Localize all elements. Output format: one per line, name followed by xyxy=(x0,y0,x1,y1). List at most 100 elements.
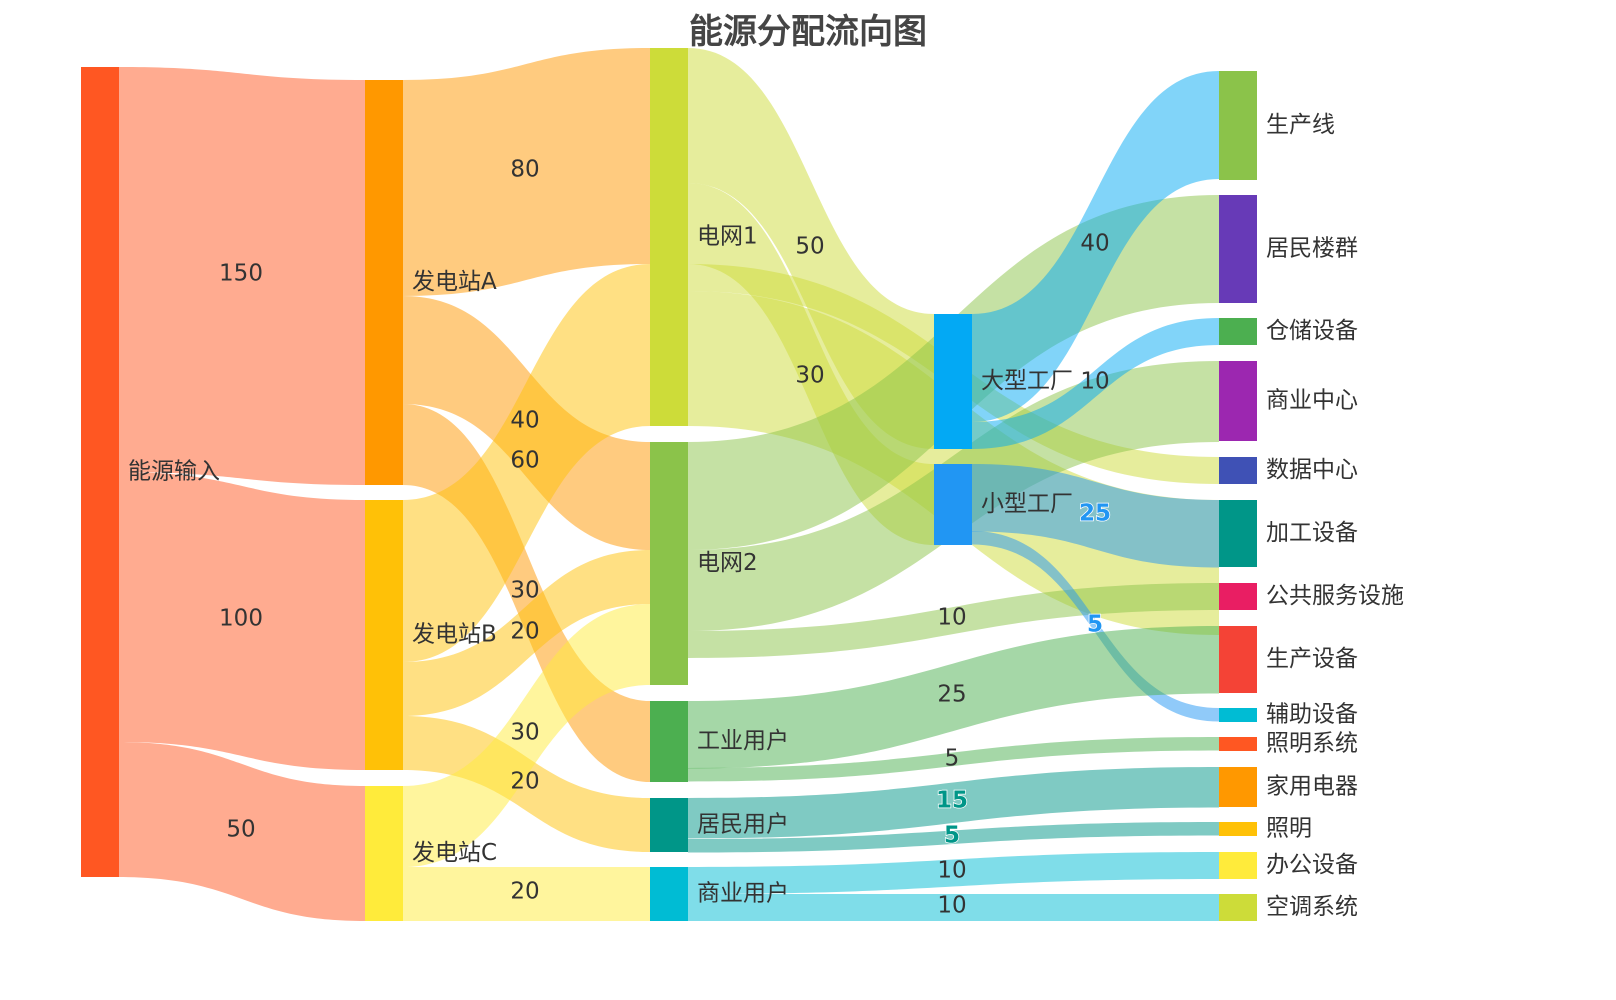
link-value-label: 10 xyxy=(937,893,966,919)
sankey-node[interactable] xyxy=(1219,626,1257,693)
sankey-node[interactable] xyxy=(650,701,688,782)
sankey-node-label: 数据中心 xyxy=(1266,457,1358,483)
sankey-node[interactable] xyxy=(1219,71,1257,180)
sankey-node-label: 加工设备 xyxy=(1266,520,1358,546)
sankey-node-label: 电网1 xyxy=(697,224,758,250)
link-value-label: 20 xyxy=(510,879,539,905)
sankey-link-发电站C-商业用户 xyxy=(403,867,650,921)
link-value-label: 10 xyxy=(937,858,966,884)
sankey-node-label: 商业中心 xyxy=(1266,388,1358,414)
sankey-node[interactable] xyxy=(1219,894,1257,921)
sankey-node[interactable] xyxy=(1219,708,1257,722)
nodes-layer xyxy=(81,48,1257,921)
sankey-node[interactable] xyxy=(1219,318,1257,345)
sankey-node-label: 居民用户 xyxy=(697,812,789,838)
sankey-link-小型工厂-加工设备 xyxy=(972,464,1219,568)
sankey-link-工业用户-照明系统 xyxy=(688,737,1219,782)
sankey-node-label: 照明系统 xyxy=(1266,731,1358,757)
link-value-label: 20 xyxy=(510,769,539,795)
sankey-node-label: 发电站B xyxy=(412,622,497,648)
sankey-link-发电站C-电网2 xyxy=(403,604,650,867)
sankey-node[interactable] xyxy=(650,48,688,426)
sankey-node[interactable] xyxy=(365,786,403,921)
link-labels-layer: 150 100 50 80 40 30 60 20 20 30 20 50 30 10 40 10 25 5 25 5… xyxy=(219,157,1112,919)
sankey-node-label: 生产设备 xyxy=(1266,646,1358,672)
sankey-node-label: 大型工厂 xyxy=(981,368,1073,394)
sankey-node[interactable] xyxy=(365,80,403,485)
sankey-link-发电站B-电网2 xyxy=(403,550,650,716)
sankey-node[interactable] xyxy=(1219,822,1257,836)
sankey-node[interactable] xyxy=(1219,195,1257,303)
sankey-node[interactable] xyxy=(1219,457,1257,484)
link-value-label: 25 xyxy=(937,682,966,708)
link-value-label: 100 xyxy=(219,606,263,632)
link-value-label: 60 xyxy=(510,448,539,474)
sankey-link-能源输入-发电站A xyxy=(119,67,365,485)
sankey-node[interactable] xyxy=(934,464,972,545)
sankey-node[interactable] xyxy=(81,67,119,877)
link-value-label: 50 xyxy=(226,817,255,843)
sankey-link-大型工厂-仓储设备 xyxy=(972,318,1219,449)
sankey-node-label: 空调系统 xyxy=(1266,894,1358,920)
sankey-node[interactable] xyxy=(1219,500,1257,567)
link-value-label: 80 xyxy=(510,157,539,183)
link-value-label: 10 xyxy=(1080,369,1109,395)
sankey-node[interactable] xyxy=(1219,767,1257,807)
link-value-label: 30 xyxy=(510,578,539,604)
sankey-node-label: 居民楼群 xyxy=(1266,236,1358,262)
sankey-link-工业用户-生产设备 xyxy=(688,626,1219,769)
sankey-link-能源输入-发电站C xyxy=(119,742,365,921)
sankey-node[interactable] xyxy=(650,442,688,685)
sankey-node[interactable] xyxy=(1219,583,1257,610)
sankey-link-发电站B-电网1 xyxy=(403,264,650,662)
sankey-node-label: 公共服务设施 xyxy=(1266,583,1404,609)
sankey-node-label: 家用电器 xyxy=(1266,774,1358,800)
link-value-label: 5 xyxy=(945,746,960,772)
sankey-node-label: 电网2 xyxy=(697,550,758,576)
sankey-link-小型工厂-辅助设备 xyxy=(972,531,1219,722)
sankey-link-商业用户-空调系统 xyxy=(688,894,1219,921)
sankey-node[interactable] xyxy=(365,500,403,770)
sankey-link-商业用户-办公设备 xyxy=(688,852,1219,894)
link-value-label: 15 xyxy=(936,788,968,814)
chart-title: 能源分配流向图 xyxy=(689,12,927,52)
link-value-label: 5 xyxy=(1087,612,1103,638)
sankey-node-label: 辅助设备 xyxy=(1266,702,1358,728)
sankey-node-label: 仓储设备 xyxy=(1266,318,1358,344)
sankey-node-label: 生产线 xyxy=(1266,112,1335,138)
link-value-label: 50 xyxy=(795,234,824,260)
link-value-label: 5 xyxy=(944,823,960,849)
sankey-node-label: 小型工厂 xyxy=(981,491,1073,517)
sankey-link-居民用户-家用电器 xyxy=(688,767,1219,839)
link-value-label: 25 xyxy=(1079,501,1111,527)
sankey-node-label: 发电站C xyxy=(412,840,497,866)
link-value-label: 150 xyxy=(219,261,263,287)
sankey-node-label: 发电站A xyxy=(412,269,497,295)
sankey-node[interactable] xyxy=(1219,361,1257,441)
sankey-node-label: 照明 xyxy=(1266,816,1312,842)
link-value-label: 10 xyxy=(937,605,966,631)
link-value-label: 20 xyxy=(510,619,539,645)
sankey-node-label: 商业用户 xyxy=(697,881,789,907)
sankey-link-居民用户-照明 xyxy=(688,822,1219,853)
sankey-link-大型工厂-生产线 xyxy=(972,71,1219,422)
link-value-label: 40 xyxy=(510,408,539,434)
sankey-link-发电站B-居民用户 xyxy=(403,716,650,852)
link-value-label: 40 xyxy=(1080,231,1109,257)
sankey-node[interactable] xyxy=(1219,737,1257,751)
sankey-node-label: 工业用户 xyxy=(697,728,789,754)
link-value-label: 30 xyxy=(795,363,824,389)
sankey-node-label: 办公设备 xyxy=(1266,852,1358,878)
link-value-label: 30 xyxy=(510,720,539,746)
sankey-link-发电站A-电网1 xyxy=(403,48,650,296)
sankey-node-label: 能源输入 xyxy=(128,459,220,485)
sankey-node[interactable] xyxy=(1219,852,1257,879)
sankey-link-电网2-公共服务设施 xyxy=(688,583,1219,658)
sankey-link-能源输入-发电站B xyxy=(119,472,365,770)
sankey-node[interactable] xyxy=(650,867,688,921)
sankey-node[interactable] xyxy=(650,798,688,852)
sankey-node[interactable] xyxy=(934,314,972,449)
